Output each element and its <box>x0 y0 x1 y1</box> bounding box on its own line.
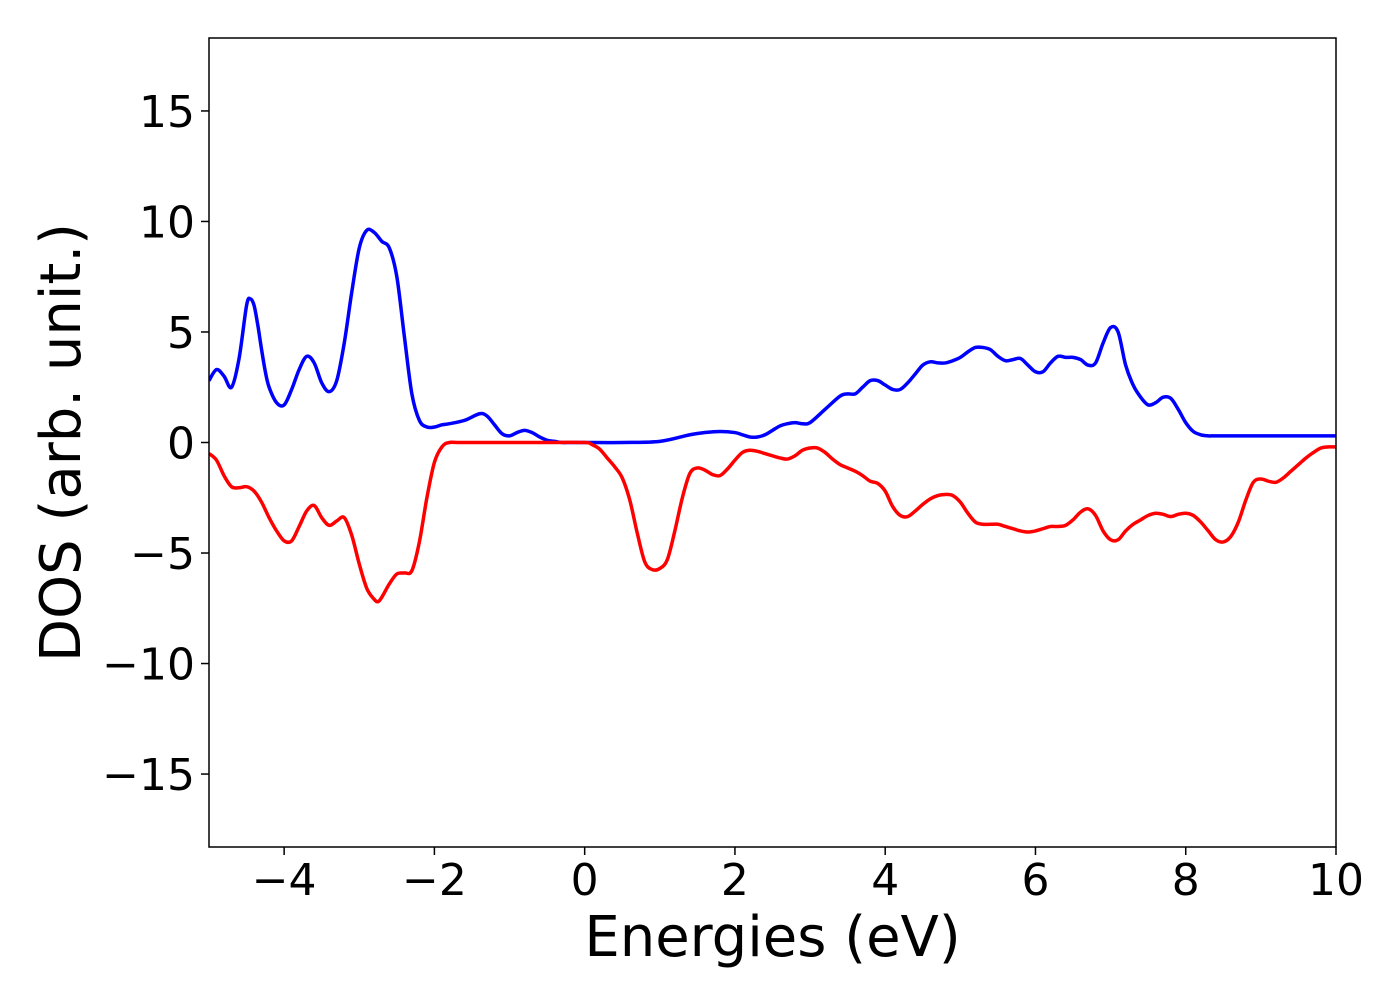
x-tick-label: 4 <box>871 855 899 906</box>
y-tick-label: −15 <box>102 750 195 801</box>
x-tick-label: 8 <box>1172 855 1200 906</box>
plot-area <box>209 227 1336 604</box>
x-tick-label: 0 <box>571 855 599 906</box>
y-tick-label: 15 <box>139 87 195 138</box>
x-tick-label: 6 <box>1021 855 1049 906</box>
plot-frame <box>208 37 1337 848</box>
series-line-2 <box>209 440 1336 604</box>
x-axis-label: Energies (eV) <box>584 905 960 970</box>
y-tick-label: −5 <box>130 529 195 580</box>
y-axis-ticks: −15 −10 −5 0 5 10 15 <box>102 87 209 801</box>
x-tick-label: 2 <box>721 855 749 906</box>
x-tick-label: −2 <box>402 855 467 906</box>
y-tick-label: 5 <box>167 308 195 359</box>
y-axis-label: DOS (arb. unit.) <box>29 223 94 662</box>
y-tick-label: −10 <box>102 640 195 691</box>
x-axis-ticks: −4 −2 0 2 4 6 8 10 <box>252 847 1364 906</box>
series-line-1 <box>209 227 1336 445</box>
x-tick-label: −4 <box>252 855 317 906</box>
y-tick-label: 10 <box>139 197 195 248</box>
x-tick-label: 10 <box>1308 855 1364 906</box>
y-tick-label: 0 <box>167 419 195 470</box>
